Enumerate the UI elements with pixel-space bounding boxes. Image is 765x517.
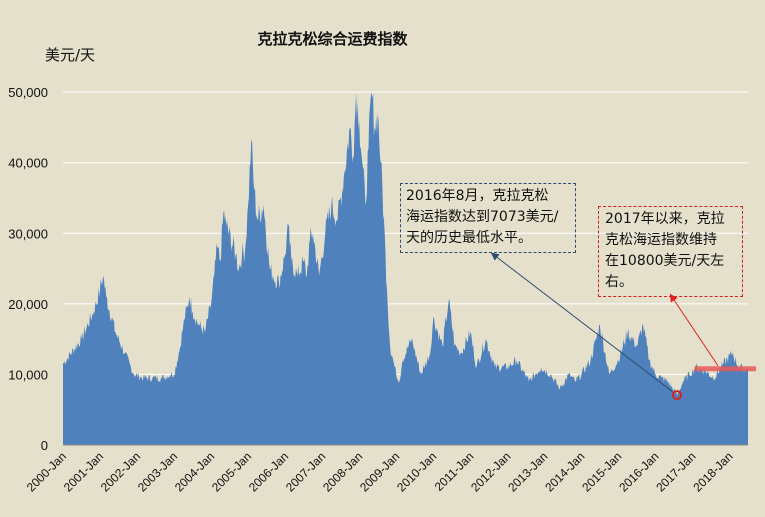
x-tick-label: 2017-Jan [653,449,698,494]
arrow-to-record-low [490,252,674,393]
annotation-since-2017: 2017年以来，克拉 克松海运指数维持 在10800美元/天左 右。 [598,206,743,297]
x-tick-label: 2015-Jan [579,449,624,494]
record-low-marker [672,390,683,401]
x-tick-label: 2007-Jan [283,449,328,494]
x-tick-label: 2013-Jan [505,449,550,494]
y-axis: 0 10,000 20,000 30,000 40,000 50,000 [8,85,48,453]
area-series-freight-index [63,92,748,445]
x-tick-label: 2008-Jan [320,449,365,494]
x-tick-label: 2018-Jan [690,449,735,494]
data-series [63,92,748,445]
x-tick-label: 2001-Jan [61,449,106,494]
y-tick-label: 20,000 [8,297,48,312]
x-tick-label: 2012-Jan [468,449,513,494]
y-tick-label: 50,000 [8,85,48,100]
x-tick-label: 2005-Jan [209,449,254,494]
x-tick-label: 2010-Jan [394,449,439,494]
y-tick-label: 0 [41,438,48,453]
chart-title: 克拉克松综合运费指数 [257,30,408,48]
arrow-to-annotation-since-2017 [669,293,719,367]
annotation-record-low: 2016年8月，克拉克松 海运指数达到7073美元/ 天的历史最低水平。 [400,183,576,253]
x-tick-label: 2014-Jan [542,449,587,494]
y-tick-label: 10,000 [8,367,48,382]
x-tick-label: 2002-Jan [98,449,143,494]
x-axis: 2000-Jan2001-Jan2002-Jan2003-Jan2004-Jan… [24,444,748,495]
x-tick-label: 2006-Jan [246,449,291,494]
annotation-marks [490,252,756,401]
y-tick-label: 40,000 [8,156,48,171]
x-tick-label: 2000-Jan [24,449,69,494]
x-tick-label: 2009-Jan [357,449,402,494]
y-axis-unit: 美元/天 [45,46,96,64]
x-tick-label: 2003-Jan [135,449,180,494]
x-tick-label: 2016-Jan [616,449,661,494]
x-tick-label: 2004-Jan [172,449,217,494]
y-tick-label: 30,000 [8,226,48,241]
